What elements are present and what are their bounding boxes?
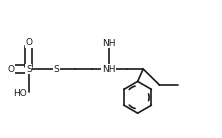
Text: NH: NH: [102, 39, 115, 48]
Text: S: S: [54, 64, 59, 74]
Text: HO: HO: [14, 89, 27, 98]
Text: S: S: [26, 64, 32, 74]
Text: NH: NH: [102, 64, 115, 74]
Text: O: O: [25, 38, 32, 47]
Text: O: O: [8, 64, 15, 74]
